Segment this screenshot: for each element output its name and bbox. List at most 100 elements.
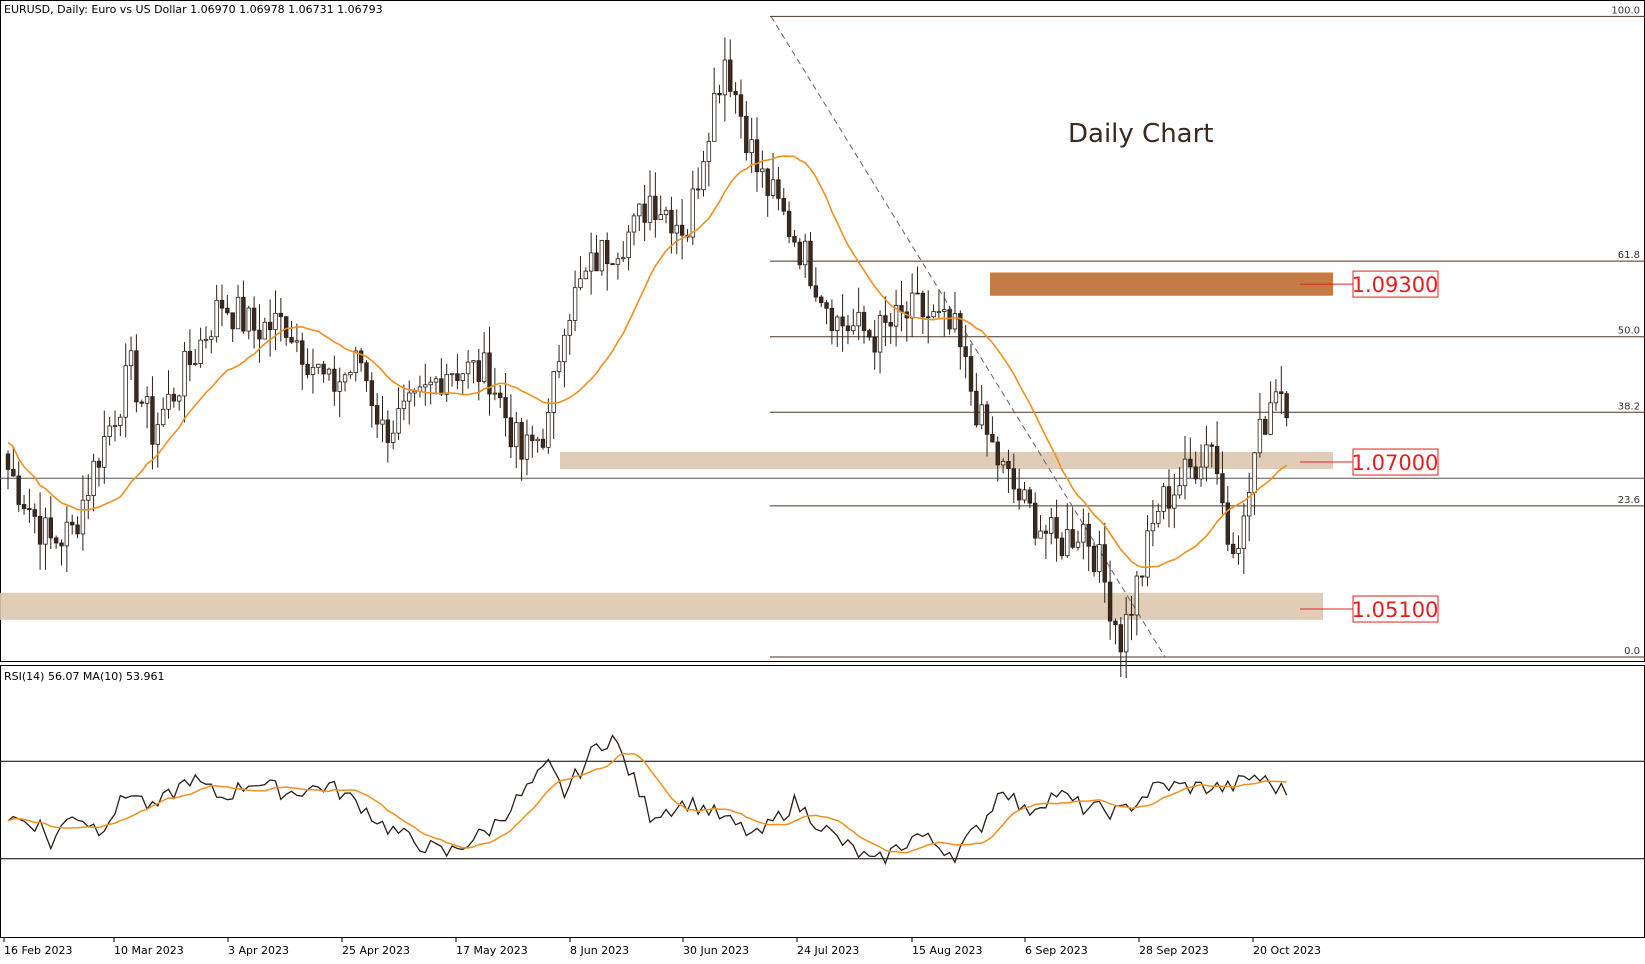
x-tick-label: 25 Apr 2023 <box>342 944 410 957</box>
candle-body <box>267 321 273 331</box>
candle-body <box>1279 391 1284 395</box>
candle-body <box>701 161 706 191</box>
candle-body <box>808 240 813 287</box>
x-tick-label: 15 Aug 2023 <box>912 944 982 957</box>
candle-body <box>1081 523 1086 543</box>
candle-body <box>1220 473 1225 504</box>
candle-body <box>112 425 118 427</box>
candle-body <box>813 285 819 298</box>
candle-body <box>572 287 578 321</box>
candle-body <box>1011 468 1016 490</box>
candle-body <box>96 460 102 468</box>
candle-body <box>722 59 728 96</box>
candle-body <box>75 524 80 535</box>
candle-body <box>1268 402 1273 435</box>
candle-body <box>679 224 685 236</box>
candle-body <box>86 495 91 501</box>
candle-body <box>1022 489 1027 501</box>
x-axis: 16 Feb 2023 10 Mar 2023 3 Apr 2023 25 Apr 2… <box>3 938 1321 957</box>
candle-body <box>738 94 744 117</box>
level-label-1.07000: 1.07000 <box>1352 451 1439 475</box>
candle-body <box>37 516 43 545</box>
candle-body <box>514 422 519 448</box>
candle-body <box>481 352 487 382</box>
candle-body <box>423 384 428 388</box>
candle-body <box>107 425 112 437</box>
candle-body <box>492 392 498 395</box>
candle-body <box>1107 581 1113 622</box>
candle-body <box>283 316 289 338</box>
candle-body <box>540 438 546 448</box>
candle-body <box>53 537 59 544</box>
candle-body <box>91 460 96 496</box>
candle-body <box>1091 545 1097 573</box>
candle-body <box>118 416 123 426</box>
candle-body <box>1006 461 1011 469</box>
candle-body <box>717 93 722 96</box>
candle-body <box>257 329 262 340</box>
candle-body <box>1241 515 1247 549</box>
candle-body <box>209 336 214 340</box>
candle-body <box>690 188 695 238</box>
candle-body <box>5 453 11 470</box>
candle-body <box>134 350 139 403</box>
candle-body <box>824 302 829 309</box>
candle-body <box>449 373 455 376</box>
candle-body <box>11 469 16 477</box>
candle-body <box>251 307 257 331</box>
candle-body <box>444 373 449 395</box>
level-label-1.05100: 1.05100 <box>1352 598 1439 622</box>
candle-body <box>1118 624 1123 653</box>
candle-body <box>497 392 503 398</box>
candle-body <box>1273 391 1279 404</box>
candle-body <box>979 404 984 426</box>
candle-body <box>647 195 653 223</box>
ma-line <box>7 155 1288 569</box>
candle-body <box>1166 486 1172 509</box>
x-tick-label: 30 Jun 2023 <box>683 944 749 957</box>
candle-body <box>546 412 551 448</box>
candle-body <box>1140 575 1145 578</box>
candle-body <box>792 236 797 243</box>
candle-body <box>64 521 70 547</box>
candle-body <box>765 168 770 196</box>
candle-body <box>562 334 567 363</box>
candle-body <box>770 179 776 196</box>
candle-body <box>321 363 326 375</box>
candle-body <box>465 361 471 375</box>
candle-body <box>193 363 198 365</box>
candle-body <box>1150 522 1156 532</box>
candle-body <box>428 381 433 386</box>
candle-body <box>990 433 995 443</box>
candle-body <box>348 372 353 376</box>
candle-body <box>241 296 246 332</box>
candle-body <box>385 419 391 443</box>
candle-body <box>80 499 86 535</box>
candle-body <box>396 408 401 434</box>
candle-body <box>642 203 647 223</box>
zone-layer <box>0 272 1645 620</box>
candle-body <box>877 315 883 353</box>
price-panel-frame <box>0 0 1645 662</box>
candle-body <box>43 517 48 545</box>
candle-body <box>530 434 535 442</box>
x-tick-label: 16 Feb 2023 <box>4 944 72 957</box>
fib-label-61.8: 61.8 <box>1618 250 1640 261</box>
candle-body <box>712 93 717 142</box>
candle-body <box>524 434 530 460</box>
candle-body <box>695 188 701 191</box>
candle-body <box>150 396 155 445</box>
x-tick-label: 6 Sep 2023 <box>1025 944 1088 957</box>
candle-body <box>1204 444 1209 468</box>
candle-body <box>802 240 808 266</box>
rsi-layer <box>0 734 1645 865</box>
candle-body <box>658 214 663 221</box>
candle-body <box>952 313 958 330</box>
candle-body <box>615 258 621 265</box>
candle-body <box>535 438 540 442</box>
candle-body <box>845 325 851 332</box>
candle-body <box>1177 485 1182 496</box>
level-label-1.09300: 1.09300 <box>1352 273 1439 297</box>
candle-body <box>358 350 364 364</box>
candle-body <box>963 346 968 357</box>
